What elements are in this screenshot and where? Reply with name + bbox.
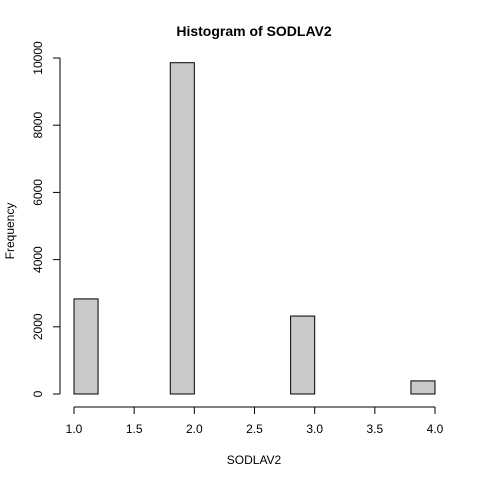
x-tick-label: 1.0 [66,422,83,436]
bars-group [73,62,436,395]
x-tick-label: 2.5 [246,422,263,436]
x-tick-label: 1.5 [126,422,143,436]
y-tick-label: 4000 [31,246,45,273]
x-tick-label: 3.5 [366,422,383,436]
x-tick-label: 2.0 [186,422,203,436]
y-axis: 0 2000 4000 6000 8000 10000 [31,41,61,397]
y-tick-label: 8000 [31,112,45,139]
x-axis: 1.0 1.5 2.0 2.5 3.0 3.5 4.0 [66,406,444,436]
y-tick-label: 6000 [31,179,45,206]
y-tick-label: 2000 [31,313,45,340]
histogram-bar [73,298,99,395]
histogram-bar [169,62,195,395]
y-tick-label: 10000 [31,41,45,75]
y-axis-label: Frequency [3,203,17,260]
x-tick-label: 3.0 [306,422,323,436]
x-axis-label: SODLAV2 [227,453,282,467]
chart-title: Histogram of SODLAV2 [176,23,332,39]
y-tick-label: 0 [31,390,45,397]
histogram-bar [410,380,436,395]
x-tick-label: 4.0 [427,422,444,436]
histogram-bar [290,315,316,395]
